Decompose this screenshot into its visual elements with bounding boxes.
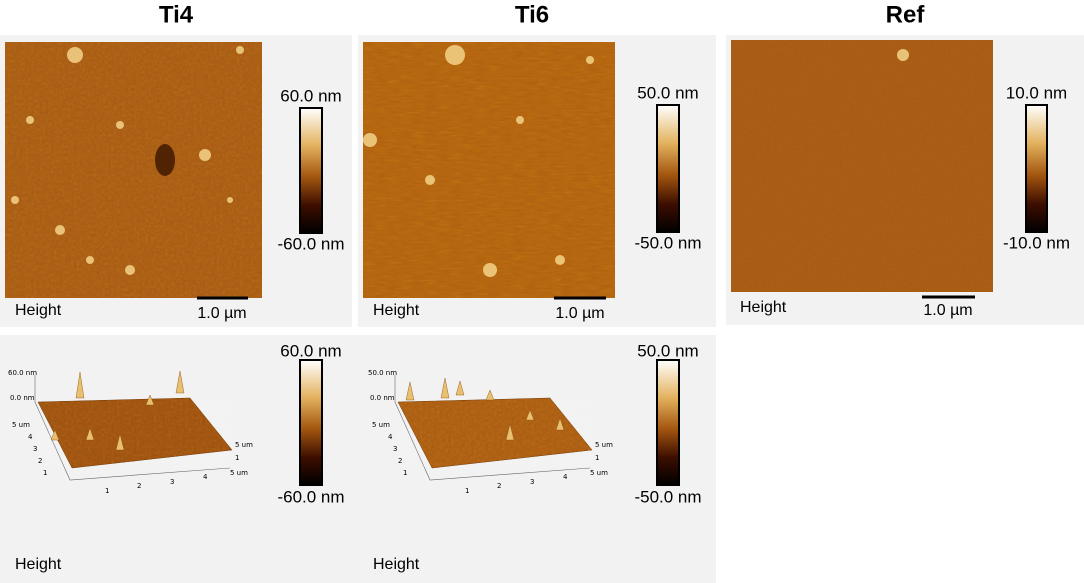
channel-label: Height bbox=[740, 299, 787, 316]
afm-feature bbox=[897, 49, 909, 61]
afm-feature bbox=[199, 149, 211, 161]
color-bar-min: -10.0 nm bbox=[1003, 233, 1070, 252]
afm-feature bbox=[86, 256, 94, 264]
afm-feature bbox=[55, 225, 65, 235]
axis-tick-label: 3 bbox=[393, 445, 397, 453]
surface-peak bbox=[175, 370, 185, 394]
color-bar-min: -50.0 nm bbox=[634, 233, 701, 252]
surface-peak bbox=[505, 423, 515, 441]
axis-tick-label: 5 um bbox=[590, 469, 608, 477]
color-bar-max: 10.0 nm bbox=[1006, 83, 1067, 102]
scale-bar-label: 1.0 µm bbox=[555, 305, 604, 322]
channel-label: Height bbox=[15, 556, 62, 573]
axis-tick-label: 5 um bbox=[372, 421, 390, 429]
axis-tick-label: 4 bbox=[563, 473, 568, 481]
surface-peak bbox=[75, 371, 85, 399]
afm-texture bbox=[363, 42, 615, 298]
surface-peak bbox=[50, 429, 60, 441]
axis-tick-label: 2 bbox=[398, 457, 402, 465]
surface-peak bbox=[440, 377, 450, 399]
afm-texture bbox=[731, 40, 993, 292]
axis-tick-label: 5 um bbox=[595, 441, 613, 449]
axis-tick-label: 0.0 nm bbox=[370, 394, 395, 402]
axis-tick-label: 1 bbox=[595, 454, 599, 462]
color-bar bbox=[299, 359, 323, 486]
axis-tick-label: 4 bbox=[388, 433, 393, 441]
afm-pit bbox=[155, 144, 175, 176]
scale-bar-label: 1.0 µm bbox=[197, 305, 246, 322]
afm-feature bbox=[236, 46, 244, 54]
axis-tick-label: 1 bbox=[403, 469, 407, 477]
color-bar bbox=[656, 359, 680, 486]
afm-feature bbox=[67, 47, 83, 63]
axis-tick-label: 3 bbox=[530, 478, 534, 486]
axis-frame bbox=[394, 375, 591, 481]
afm-feature bbox=[227, 197, 233, 203]
color-bar-max: 50.0 nm bbox=[637, 341, 698, 360]
surface-texture bbox=[398, 398, 592, 468]
surface-peak bbox=[525, 409, 535, 421]
axis-tick-label: 50.0 nm bbox=[368, 369, 397, 377]
color-bar-min: -60.0 nm bbox=[277, 234, 344, 253]
panel-title: Ti6 bbox=[515, 1, 549, 28]
axis-tick-label: 4 bbox=[28, 433, 33, 441]
axis-tick-label: 3 bbox=[170, 478, 174, 486]
surface-peak bbox=[145, 394, 155, 406]
axis-tick-label: 2 bbox=[497, 482, 501, 490]
axis-tick-label: 5 um bbox=[235, 441, 253, 449]
axis-frame bbox=[34, 375, 231, 481]
afm-feature bbox=[11, 196, 19, 204]
channel-label: Height bbox=[15, 302, 62, 319]
axis-tick-label: 2 bbox=[38, 457, 42, 465]
color-bar-min: -60.0 nm bbox=[277, 487, 344, 506]
afm-feature bbox=[483, 263, 497, 277]
axis-tick-label: 5 um bbox=[12, 421, 30, 429]
afm-feature bbox=[116, 121, 124, 129]
afm-feature bbox=[445, 45, 465, 65]
afm-feature bbox=[425, 175, 435, 185]
axis-tick-label: 1 bbox=[465, 487, 469, 495]
axis-tick-label: 1 bbox=[235, 454, 239, 462]
channel-label: Height bbox=[373, 556, 420, 573]
surface-peak bbox=[555, 417, 565, 431]
axis-tick-label: 0.0 nm bbox=[10, 394, 35, 402]
surface-peak bbox=[485, 389, 495, 401]
axis-tick-label: 1 bbox=[105, 487, 109, 495]
axis-tick-label: 3 bbox=[33, 445, 37, 453]
afm-texture bbox=[5, 42, 262, 298]
surface-texture bbox=[38, 398, 232, 468]
channel-label: Height bbox=[373, 302, 420, 319]
color-bar-max: 60.0 nm bbox=[280, 86, 341, 105]
axis-tick-label: 1 bbox=[43, 469, 47, 477]
axis-tick-label: 2 bbox=[137, 482, 141, 490]
surface-peak bbox=[115, 433, 125, 451]
color-bar bbox=[656, 104, 680, 233]
surface-peak bbox=[405, 381, 415, 401]
panel-title: Ti4 bbox=[159, 1, 194, 28]
afm-feature bbox=[555, 255, 565, 265]
color-bar bbox=[1025, 104, 1048, 233]
afm-feature bbox=[586, 56, 594, 64]
surface-peak bbox=[455, 380, 465, 396]
surface-peak bbox=[85, 427, 95, 441]
afm-feature bbox=[516, 116, 524, 124]
afm-feature bbox=[363, 133, 377, 147]
axis-tick-label: 5 um bbox=[230, 469, 248, 477]
color-bar bbox=[299, 107, 323, 234]
color-bar-max: 50.0 nm bbox=[637, 83, 698, 102]
axis-tick-label: 60.0 nm bbox=[8, 369, 37, 377]
color-bar-min: -50.0 nm bbox=[634, 487, 701, 506]
axis-tick-label: 4 bbox=[203, 473, 208, 481]
scale-bar-label: 1.0 µm bbox=[923, 302, 972, 319]
color-bar-max: 60.0 nm bbox=[280, 341, 341, 360]
afm-feature bbox=[26, 116, 34, 124]
afm-feature bbox=[125, 265, 135, 275]
panel-title: Ref bbox=[886, 1, 926, 28]
